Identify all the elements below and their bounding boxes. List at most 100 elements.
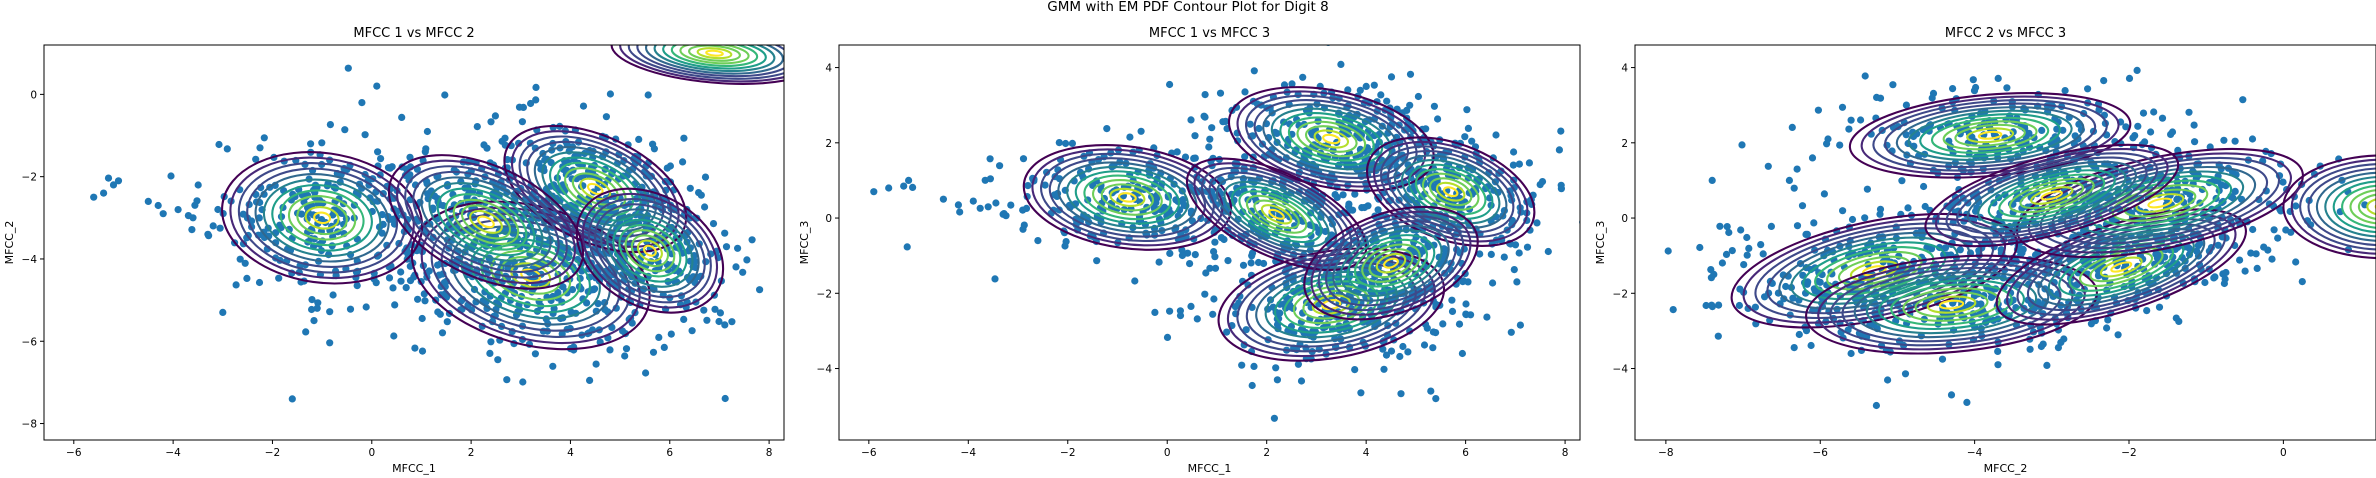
scatter-point <box>1463 106 1471 114</box>
pdf-contours <box>221 45 784 351</box>
contour-line <box>1066 165 1189 229</box>
scatter-point <box>2147 128 2155 136</box>
scatter-point <box>1994 74 2002 82</box>
scatter-point <box>1902 131 1910 139</box>
contour-line <box>1193 162 1360 267</box>
scatter-point <box>1397 390 1405 398</box>
scatter-point <box>1845 125 1853 133</box>
scatter-point <box>326 308 334 316</box>
scatter-point <box>1068 139 1076 147</box>
contour-line <box>1442 186 1459 198</box>
scatter-point <box>389 284 397 292</box>
y-axis-label: MFCC_3 <box>1594 221 1607 265</box>
scatter-point <box>2139 109 2148 117</box>
scatter-point <box>2059 126 2067 134</box>
y-axis-label: MFCC_3 <box>798 221 811 265</box>
y-tick-label: −8 <box>22 419 37 431</box>
scatter-point <box>2103 324 2111 332</box>
scatter-point <box>622 345 631 353</box>
scatter-point <box>2153 254 2162 262</box>
scatter-point <box>346 305 355 313</box>
scatter-point <box>2287 228 2295 236</box>
scatter-point <box>189 214 197 222</box>
contour-line <box>2135 193 2185 213</box>
contour-line <box>1317 215 1465 312</box>
contour-line <box>636 239 663 262</box>
scatter-point <box>1430 102 1438 110</box>
scatter-point <box>739 268 747 276</box>
contour-line <box>1236 90 1427 188</box>
scatter-point <box>1241 88 1249 96</box>
scatter-point <box>1356 86 1364 94</box>
scatter-point <box>1019 155 1028 163</box>
contour-line <box>587 198 712 304</box>
scatter-point <box>1404 348 1412 356</box>
scatter-point <box>1710 270 1718 278</box>
scatter-point <box>384 164 393 172</box>
scatter-point <box>715 317 723 326</box>
contour-line <box>1310 210 1472 316</box>
contour-line <box>396 159 576 285</box>
scatter-point <box>1759 250 1767 258</box>
scatter-point <box>1728 247 1736 255</box>
scatter-point <box>1206 264 1214 272</box>
scatter-point <box>341 126 349 134</box>
scatter-point <box>1208 124 1216 132</box>
scatter-point <box>1767 222 1775 230</box>
scatter-point <box>1793 222 1802 230</box>
scatter-point <box>900 182 908 190</box>
contour-line <box>2290 158 2376 255</box>
contour-line <box>1966 160 2137 231</box>
contour-line <box>1287 116 1375 162</box>
contour-line <box>1313 129 1350 149</box>
contour-line <box>1379 145 1522 238</box>
contour-line <box>1253 99 1410 179</box>
scatter-point <box>2084 85 2092 93</box>
scatter-point <box>362 303 370 311</box>
scatter-point <box>1884 376 1892 384</box>
contour-line <box>1303 205 1479 321</box>
contour-line <box>2030 186 2074 205</box>
scatter-point <box>2100 77 2108 85</box>
scatter-point <box>1024 182 1032 190</box>
scatter-point <box>1718 259 1726 267</box>
scatter-point <box>1872 401 1880 410</box>
contour-line <box>1311 294 1351 315</box>
contour-line <box>1966 127 2015 144</box>
scatter-point <box>1176 312 1185 320</box>
scatter-point <box>1807 341 1815 350</box>
scatter-point <box>2172 314 2180 322</box>
contour-line <box>619 45 784 83</box>
scatter-point <box>1963 398 1971 406</box>
scatter-point <box>660 343 668 351</box>
contour-line <box>1790 236 1959 305</box>
scatter-point <box>1455 320 1464 328</box>
scatter-point <box>1206 135 1214 143</box>
scatter-point <box>361 131 369 139</box>
scatter-point <box>2026 345 2034 353</box>
scatter-point <box>2057 338 2065 347</box>
scatter-point <box>314 299 322 307</box>
contour-line <box>1942 120 2038 151</box>
scatter-point <box>1191 251 1199 259</box>
scatter-point <box>992 199 1000 207</box>
x-axis-ticks: −6 −4 −2 0 2 4 6 8 <box>66 440 772 459</box>
contour-line <box>313 211 332 225</box>
contour-line <box>279 189 365 247</box>
scatter-point <box>243 274 251 282</box>
contour-line <box>1902 287 2001 322</box>
scatter-point <box>423 127 431 136</box>
scatter-point <box>1351 366 1359 374</box>
scatter-point <box>216 224 224 232</box>
scatter-point <box>418 347 427 355</box>
x-tick-label: 2 <box>1263 447 1270 459</box>
scatter-point <box>1788 123 1796 131</box>
contour-line <box>581 192 719 309</box>
scatter-point <box>1349 206 1357 214</box>
contour-line <box>610 45 784 85</box>
contour-line <box>1865 275 2038 335</box>
scatter-point <box>1458 349 1466 358</box>
scatter-point <box>503 376 511 384</box>
scatter-point <box>1370 81 1378 89</box>
scatter-point <box>606 346 614 354</box>
